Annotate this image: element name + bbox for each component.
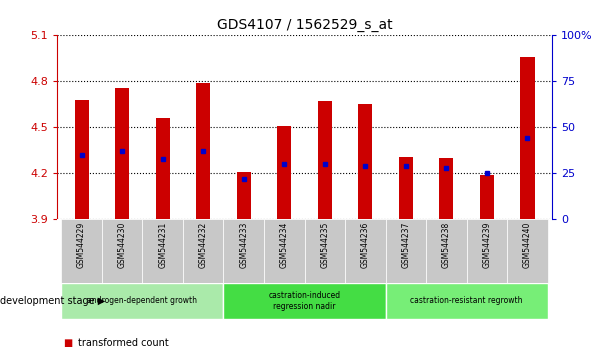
- Text: GSM544240: GSM544240: [523, 221, 532, 268]
- Bar: [520, 57, 534, 219]
- Text: GSM544238: GSM544238: [442, 221, 451, 268]
- Bar: [426, 219, 467, 283]
- Bar: [467, 219, 507, 283]
- Bar: [358, 104, 373, 219]
- Text: ■: ■: [63, 338, 72, 348]
- Bar: [318, 101, 332, 219]
- Text: GSM544234: GSM544234: [280, 221, 289, 268]
- Bar: [236, 172, 251, 219]
- Text: GSM544233: GSM544233: [239, 221, 248, 268]
- Bar: [264, 219, 305, 283]
- Bar: [156, 118, 170, 219]
- Text: GSM544231: GSM544231: [158, 221, 167, 268]
- Text: transformed count: transformed count: [78, 338, 169, 348]
- Bar: [196, 83, 210, 219]
- Text: GSM544239: GSM544239: [482, 221, 491, 268]
- Bar: [183, 219, 224, 283]
- Bar: [385, 219, 426, 283]
- Bar: [277, 126, 291, 219]
- Bar: [224, 283, 385, 319]
- Bar: [305, 219, 345, 283]
- Bar: [224, 219, 264, 283]
- Text: GSM544236: GSM544236: [361, 221, 370, 268]
- Text: development stage ▶: development stage ▶: [0, 296, 106, 306]
- Text: GSM544232: GSM544232: [199, 221, 207, 268]
- Text: GSM544230: GSM544230: [118, 221, 127, 268]
- Text: GSM544237: GSM544237: [402, 221, 410, 268]
- Text: GSM544235: GSM544235: [320, 221, 329, 268]
- Bar: [507, 219, 548, 283]
- Bar: [385, 283, 548, 319]
- Bar: [480, 175, 494, 219]
- Bar: [102, 219, 142, 283]
- Text: GSM544229: GSM544229: [77, 221, 86, 268]
- Bar: [142, 219, 183, 283]
- Bar: [399, 156, 413, 219]
- Text: androgen-dependent growth: androgen-dependent growth: [87, 296, 197, 306]
- Bar: [75, 100, 89, 219]
- Bar: [62, 219, 102, 283]
- Bar: [345, 219, 385, 283]
- Bar: [439, 158, 453, 219]
- Text: castration-resistant regrowth: castration-resistant regrowth: [411, 296, 523, 306]
- Bar: [115, 87, 129, 219]
- Text: castration-induced
regression nadir: castration-induced regression nadir: [268, 291, 341, 310]
- Title: GDS4107 / 1562529_s_at: GDS4107 / 1562529_s_at: [216, 18, 393, 32]
- Bar: [62, 283, 224, 319]
